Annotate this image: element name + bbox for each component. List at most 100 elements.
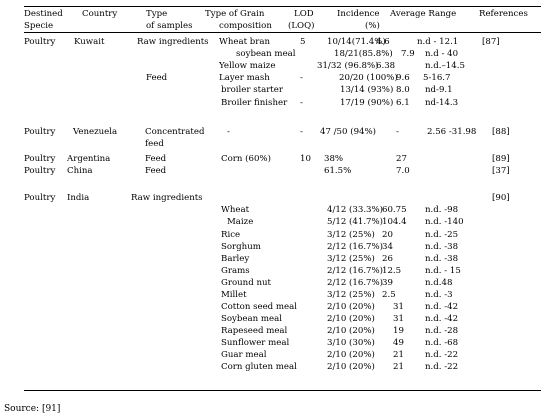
cell-range: n.d. -68 xyxy=(425,338,459,348)
cell-grain: Corn gluten meal xyxy=(221,362,297,372)
table-top-rule xyxy=(24,6,541,7)
cell-average: 2.5 xyxy=(382,290,396,300)
cell-grain: Wheat bran xyxy=(219,37,271,47)
header-incidence: Incidence xyxy=(337,9,380,19)
table-header-rule xyxy=(24,32,541,33)
cell-grain: Yellow maize xyxy=(219,61,276,71)
header-composition: composition xyxy=(219,21,272,31)
cell-incidence: 10/14(71.4%) xyxy=(327,37,386,47)
cell-grain: Sunflower meal xyxy=(221,338,290,348)
cell-grain: Broiler finisher xyxy=(221,98,288,108)
cell-average: 21 xyxy=(393,350,404,360)
cell-lod: 10 xyxy=(300,154,311,164)
cell-average: 104.4 xyxy=(382,217,407,227)
cell-average: 9.6 xyxy=(396,73,410,83)
cell-average: 27 xyxy=(396,154,407,164)
cell-incidence: 4/12 (33.3%) xyxy=(327,205,384,215)
cell-incidence: 13/14 (93%) xyxy=(340,85,394,95)
cell-reference: [37] xyxy=(492,166,510,176)
header-percent: (%) xyxy=(365,21,380,31)
cell-average: 34 xyxy=(382,242,393,252)
cell-lod: - xyxy=(300,127,303,137)
cell-species: Poultry xyxy=(24,127,56,137)
cell-range: nd-9.1 xyxy=(425,85,453,95)
cell-incidence: 47 /50 (94%) xyxy=(320,127,377,137)
cell-country: Venezuela xyxy=(73,127,118,137)
cell-incidence: 61.5% xyxy=(324,166,352,176)
header-specie: Specie xyxy=(24,21,54,31)
cell-average: 31 xyxy=(393,302,404,312)
cell-average: 39 xyxy=(382,278,393,288)
cell-country: Kuwait xyxy=(74,37,105,47)
cell-reference: [90] xyxy=(492,193,510,203)
cell-range: n.d. -98 xyxy=(425,205,459,215)
cell-incidence: 31/32 (96.8%) xyxy=(317,61,379,71)
cell-range: n.d. -22 xyxy=(425,350,459,360)
cell-incidence: 5/12 (41.7%) xyxy=(327,217,384,227)
cell-reference: [89] xyxy=(492,154,510,164)
cell-range: n.d - 12.1 xyxy=(417,37,459,47)
cell-range: n.d. -22 xyxy=(425,362,459,372)
cell-species: Poultry xyxy=(24,166,56,176)
cell-range: n.d. -3 xyxy=(425,290,453,300)
cell-reference: [87] xyxy=(482,37,500,47)
cell-incidence: 2/10 (20%) xyxy=(327,326,375,336)
cell-grain: Sorghum xyxy=(221,242,261,252)
cell-incidence: 3/12 (25%) xyxy=(327,290,375,300)
cell-sample: Raw ingredients xyxy=(137,37,209,47)
cell-sample: Feed xyxy=(146,73,168,83)
source-note: Source: [91] xyxy=(4,404,61,414)
header-of-samples: of samples xyxy=(146,21,193,31)
cell-grain: Corn (60%) xyxy=(221,154,271,164)
cell-average: 8.0 xyxy=(396,85,410,95)
cell-incidence: 2/12 (16.7%) xyxy=(327,242,384,252)
cell-grain: Wheat xyxy=(221,205,250,215)
cell-average: 7.0 xyxy=(396,166,410,176)
cell-lod: - xyxy=(300,98,303,108)
header-loq: (LOQ) xyxy=(288,21,315,31)
cell-range: 2.56 -31.98 xyxy=(427,127,477,137)
cell-lod: 5 xyxy=(300,37,306,47)
cell-range: n.d. -28 xyxy=(425,326,459,336)
cell-range: n.d. -25 xyxy=(425,230,459,240)
cell-sample: Feed xyxy=(145,166,167,176)
cell-average: 21 xyxy=(393,362,404,372)
cell-grain: soybean meal xyxy=(236,49,296,59)
cell-grain: Layer mash xyxy=(219,73,270,83)
cell-grain: Grams xyxy=(221,266,250,276)
cell-incidence: 3/10 (30%) xyxy=(327,338,375,348)
cell-range: n.d. -42 xyxy=(425,314,459,324)
cell-grain: Soybean meal xyxy=(221,314,282,324)
cell-average: 12.5 xyxy=(382,266,402,276)
table-bottom-rule xyxy=(24,390,541,391)
cell-average: 19 xyxy=(393,326,404,336)
header-country: Country xyxy=(82,9,118,19)
cell-average: 26 xyxy=(382,254,393,264)
header-grain-type: Type of Grain xyxy=(205,9,265,19)
cell-lod: - xyxy=(300,73,303,83)
cell-grain: broiler starter xyxy=(221,85,283,95)
cell-range: n.d. -140 xyxy=(425,217,464,227)
cell-average: 6.1 xyxy=(396,98,410,108)
cell-range: n.d.–14.5 xyxy=(425,61,465,71)
cell-species: Poultry xyxy=(24,193,56,203)
cell-incidence: 2/10 (20%) xyxy=(327,302,375,312)
cell-incidence: 3/12 (25%) xyxy=(327,254,375,264)
cell-grain: - xyxy=(227,127,230,137)
cell-sample: Feed xyxy=(145,154,167,164)
cell-incidence: 2/10 (20%) xyxy=(327,362,375,372)
cell-grain: Rapeseed meal xyxy=(221,326,288,336)
cell-grain: Millet xyxy=(221,290,247,300)
cell-average: 60.75 xyxy=(382,205,407,215)
cell-grain: Maize xyxy=(227,217,254,227)
cell-range: n.d. -38 xyxy=(425,242,459,252)
cell-range: n.d.48 xyxy=(425,278,453,288)
cell-incidence: 2/10 (20%) xyxy=(327,314,375,324)
cell-reference: [88] xyxy=(492,127,510,137)
cell-incidence: 3/12 (25%) xyxy=(327,230,375,240)
cell-incidence: 2/10 (20%) xyxy=(327,350,375,360)
cell-range: n.d - 40 xyxy=(425,49,459,59)
cell-range: n.d. -38 xyxy=(425,254,459,264)
header-references: References xyxy=(479,9,528,19)
cell-grain: Cotton seed meal xyxy=(221,302,298,312)
